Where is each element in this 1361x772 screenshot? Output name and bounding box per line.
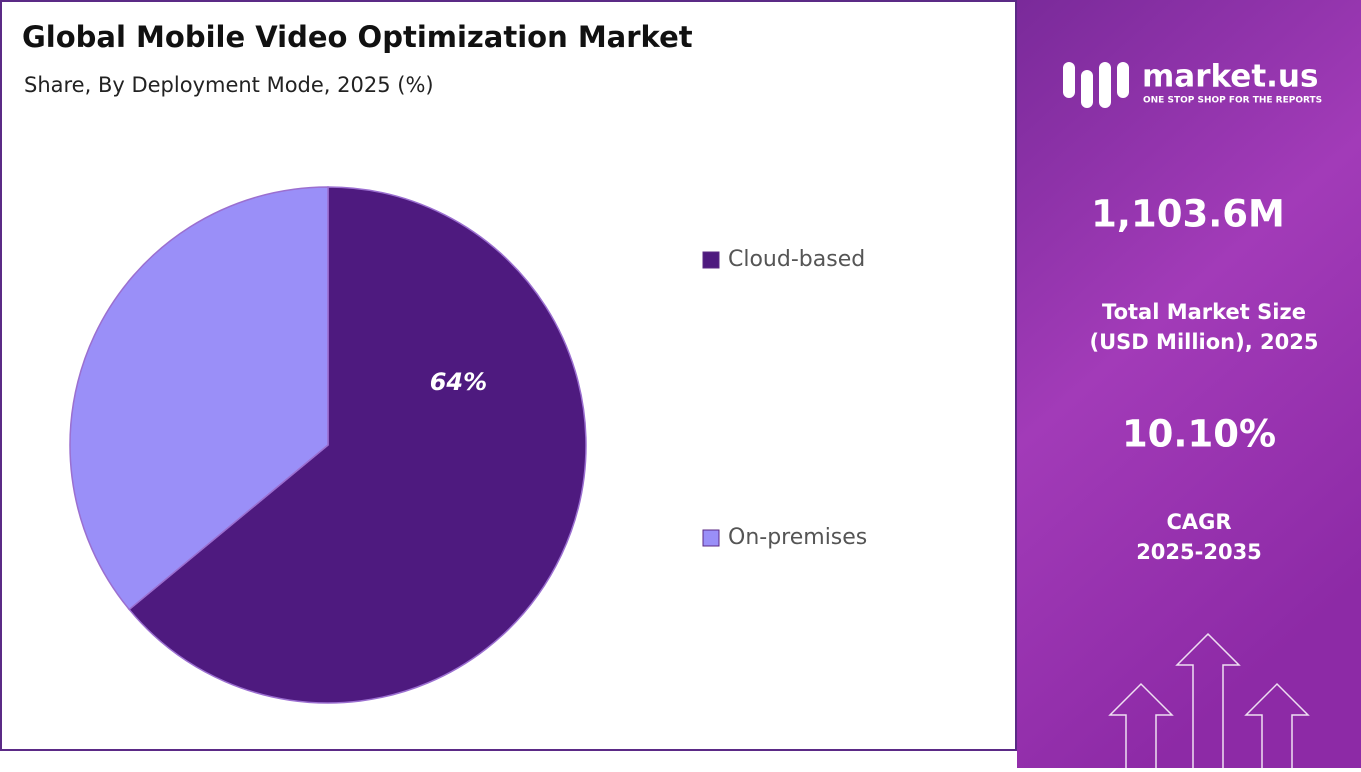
brand-name: market.us [1142,59,1318,95]
legend: Cloud-based On-premises [702,247,867,550]
data-label: 64% [430,368,487,396]
logo-bar [1081,70,1093,108]
chart-subtitle: Share, By Deployment Mode, 2025 (%) [24,73,434,97]
pie-slice [128,186,587,704]
logo-bar [1063,62,1075,98]
brand-tagline: ONE STOP SHOP FOR THE REPORTS [1143,96,1322,106]
market-size-label: Total Market Size [1102,300,1306,324]
legend-label: On-premises [728,525,867,550]
chart-title: Global Mobile Video Optimization Market [22,20,693,54]
legend-swatch [702,529,720,547]
cagr-label: 2025-2035 [1136,540,1262,564]
arrow-decoration [1108,632,1310,768]
brand-logo [1063,62,1129,108]
pie-slice [69,186,329,611]
logo-bar [1099,62,1111,108]
cagr-label: CAGR [1166,510,1231,534]
cagr-value: 10.10% [1122,413,1276,456]
logo-bar [1117,62,1129,98]
legend-swatch [702,251,720,269]
market-size-label: (USD Million), 2025 [1090,330,1319,354]
market-size: 1,103.6M [1091,193,1285,236]
pie: 64% [69,186,587,704]
legend-label: Cloud-based [728,247,865,272]
side-panel [1017,0,1361,768]
